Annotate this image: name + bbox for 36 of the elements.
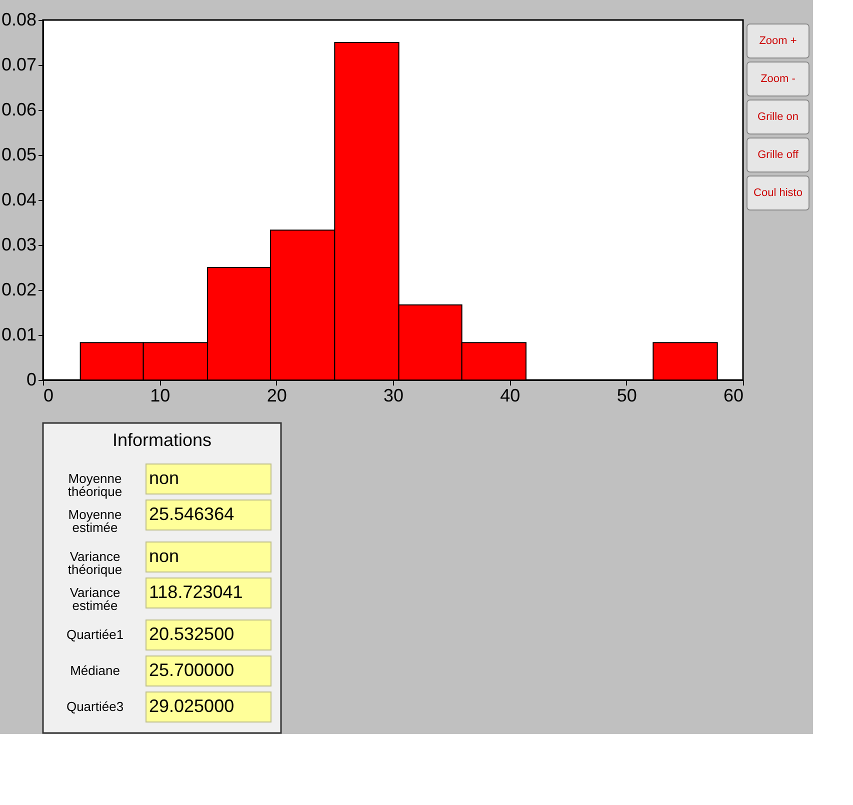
text: Grille off bbox=[758, 149, 800, 161]
x-tick-label: 30 bbox=[383, 386, 404, 406]
text: Grille on bbox=[758, 111, 798, 123]
y-tick-label: 0.03 bbox=[1, 234, 36, 254]
x-tick-label: 10 bbox=[150, 386, 170, 406]
x-tick-label: 60 bbox=[723, 386, 744, 406]
text: 25.546364 bbox=[149, 504, 234, 524]
text: Variance théorique bbox=[68, 549, 122, 577]
text: Informations bbox=[112, 430, 212, 450]
text: 25.700000 bbox=[149, 660, 234, 680]
text: Variance estimée bbox=[70, 585, 120, 613]
y-tick-label: 0.07 bbox=[1, 54, 36, 74]
text: Coul histo bbox=[754, 187, 802, 199]
text: Médiane bbox=[70, 663, 120, 678]
text: non bbox=[149, 468, 180, 488]
text: Moyenne estimée bbox=[68, 507, 122, 535]
y-tick-label: 0.01 bbox=[1, 324, 36, 344]
text: Zoom + bbox=[759, 35, 797, 47]
text: non bbox=[149, 546, 180, 566]
text: Moyenne théorique bbox=[68, 471, 122, 499]
text: 29.025000 bbox=[149, 696, 234, 716]
y-tick-label: 0 bbox=[26, 370, 36, 390]
text: Quartiée3 bbox=[66, 699, 124, 714]
x-tick-label: 50 bbox=[616, 386, 637, 406]
text: Zoom - bbox=[760, 73, 796, 85]
text: 118.723041 bbox=[149, 582, 243, 602]
x-tick-label: 40 bbox=[500, 386, 520, 406]
text: Quartiée1 bbox=[66, 627, 124, 642]
x-tick-label: 0 bbox=[44, 386, 54, 406]
y-tick-label: 0.08 bbox=[1, 10, 36, 30]
y-tick-label: 0.04 bbox=[1, 190, 36, 210]
y-tick-label: 0.05 bbox=[1, 144, 36, 164]
y-tick-label: 0.02 bbox=[1, 280, 36, 300]
x-tick-label: 20 bbox=[266, 386, 287, 406]
y-tick-label: 0.06 bbox=[1, 100, 36, 120]
text: 20.532500 bbox=[149, 624, 234, 644]
